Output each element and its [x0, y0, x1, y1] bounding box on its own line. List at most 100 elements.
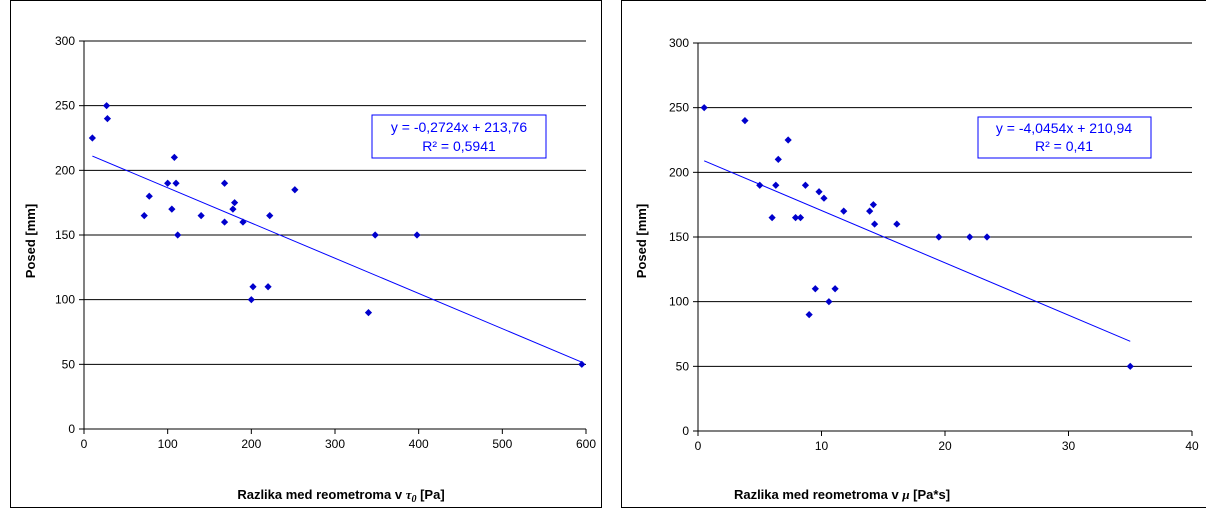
- x-tick-label-10: 10: [815, 439, 829, 453]
- y-tick-label-200: 200: [55, 163, 75, 177]
- x-axis-title-prefix: Razlika med reometroma v: [237, 487, 403, 502]
- y-tick-label-150: 150: [55, 228, 75, 242]
- x-tick-label-30: 30: [1062, 439, 1076, 453]
- chart-panel-right: 0 50 100 150 200 250 300 0 10 20 30 40 y = -4,0454…: [621, 0, 1206, 508]
- data-point-1: [741, 117, 749, 125]
- y-tick-label-100: 100: [55, 293, 75, 307]
- data-point-24: [1126, 362, 1134, 370]
- x-axis-title-symbol: τ: [406, 487, 413, 502]
- equation-box: y = -4,0454x + 210,94 R² = 0,41: [977, 116, 1152, 159]
- data-point-1: [102, 102, 111, 110]
- data-point-14: [231, 199, 239, 207]
- data-point-6: [168, 205, 176, 213]
- x-tick-labels: 0 100 200 300 400 500 600: [81, 437, 597, 451]
- chart-panel-left: 0 50 100 150 200 250 300 0 100 200 300 400 500 600 y…: [10, 0, 602, 508]
- data-point-9: [174, 231, 182, 239]
- y-tick-labels: 0 50 100 150 200 250 300: [669, 36, 689, 438]
- axes: [79, 40, 587, 434]
- trend-r-squared: R² = 0,5941: [422, 138, 496, 154]
- data-point-16: [247, 296, 255, 304]
- data-point-14: [825, 298, 833, 306]
- x-tick-label-0: 0: [695, 439, 702, 453]
- y-tick-label-250: 250: [669, 101, 689, 115]
- equation-box-frame: [977, 116, 1152, 159]
- x-tick-label-300: 300: [325, 437, 345, 451]
- data-point-10: [197, 212, 205, 220]
- data-point-8: [172, 179, 180, 187]
- data-point-20: [893, 220, 901, 228]
- data-point-13: [820, 194, 828, 202]
- data-point-3: [768, 214, 776, 222]
- equation-box: y = -0,2724x + 213,76 R² = 0,5941: [371, 114, 547, 159]
- x-tick-label-400: 400: [409, 437, 429, 451]
- x-tick-labels: 0 10 20 30 40: [695, 439, 1199, 453]
- data-point-10: [805, 311, 813, 319]
- x-axis-title-prefix: Razlika med reometroma v: [734, 487, 900, 502]
- data-point-23: [413, 231, 421, 239]
- y-tick-label-50: 50: [62, 357, 76, 371]
- data-point-3: [140, 212, 148, 220]
- data-point-7: [791, 214, 800, 222]
- x-tick-label-20: 20: [938, 439, 952, 453]
- data-point-21: [364, 309, 373, 317]
- x-axis-title: Razlika med reometroma v τ0 [Pa]: [237, 487, 444, 505]
- y-tick-label-250: 250: [55, 99, 75, 113]
- data-point-16: [840, 207, 848, 215]
- data-point-4: [772, 181, 780, 189]
- data-point-17: [866, 207, 874, 215]
- data-point-21: [935, 233, 943, 241]
- data-point-23: [983, 233, 991, 241]
- data-point-18: [264, 283, 272, 291]
- data-point-0: [700, 104, 708, 112]
- data-point-15: [831, 285, 839, 293]
- x-tick-label-100: 100: [158, 437, 178, 451]
- data-point-17: [249, 283, 257, 291]
- equation-box-frame: [371, 114, 547, 159]
- x-axis-title: Razlika med reometroma v μ [Pa*s]: [734, 487, 950, 502]
- data-point-12: [815, 188, 823, 196]
- y-tick-label-150: 150: [669, 230, 689, 244]
- data-point-2: [103, 115, 112, 123]
- y-tick-label-100: 100: [669, 295, 689, 309]
- trendline-group: [703, 160, 1131, 342]
- x-tick-label-40: 40: [1185, 439, 1199, 453]
- scatter-chart-mu: 0 50 100 150 200 250 300 0 10 20 30 40 y = -4,0454…: [634, 36, 1199, 502]
- y-tick-label-200: 200: [669, 165, 689, 179]
- y-tick-labels: 0 50 100 150 200 250 300: [55, 34, 75, 436]
- data-point-13: [229, 205, 237, 213]
- x-axis-title-unit: [Pa*s]: [913, 487, 950, 502]
- y-axis-title: Posed [mm]: [23, 204, 38, 278]
- y-tick-label-300: 300: [55, 34, 75, 48]
- y-axis-title: Posed [mm]: [634, 204, 649, 278]
- data-point-24: [578, 360, 586, 368]
- x-tick-label-0: 0: [81, 437, 88, 451]
- trend-equation: y = -4,0454x + 210,94: [996, 120, 1132, 136]
- x-axis-title-unit: [Pa]: [420, 487, 445, 502]
- data-point-9: [801, 181, 810, 189]
- grid-lines: [84, 40, 586, 365]
- data-point-12: [220, 218, 229, 226]
- data-point-8: [796, 214, 805, 222]
- x-tick-label-600: 600: [576, 437, 596, 451]
- data-points: [88, 102, 586, 368]
- data-point-5: [774, 155, 782, 163]
- data-point-19: [871, 220, 879, 228]
- data-point-19: [266, 212, 274, 220]
- data-point-15: [239, 218, 247, 226]
- scatter-chart-tau: 0 50 100 150 200 250 300 0 100 200 300 400 500 600 y…: [23, 34, 597, 505]
- data-point-18: [869, 201, 877, 209]
- x-axis-title-symbol: μ: [901, 487, 909, 502]
- data-point-6: [784, 136, 792, 144]
- data-point-11: [811, 285, 819, 293]
- axes: [693, 42, 1193, 436]
- y-tick-label-0: 0: [68, 422, 75, 436]
- data-point-20: [291, 186, 299, 194]
- data-point-7: [170, 153, 178, 161]
- grid-lines: [698, 42, 1192, 367]
- trend-r-squared: R² = 0,41: [1035, 138, 1093, 154]
- trendline: [92, 155, 583, 363]
- data-point-22: [371, 231, 379, 239]
- trendline: [703, 160, 1131, 342]
- trendline-group: [92, 155, 583, 363]
- data-point-2: [756, 181, 764, 189]
